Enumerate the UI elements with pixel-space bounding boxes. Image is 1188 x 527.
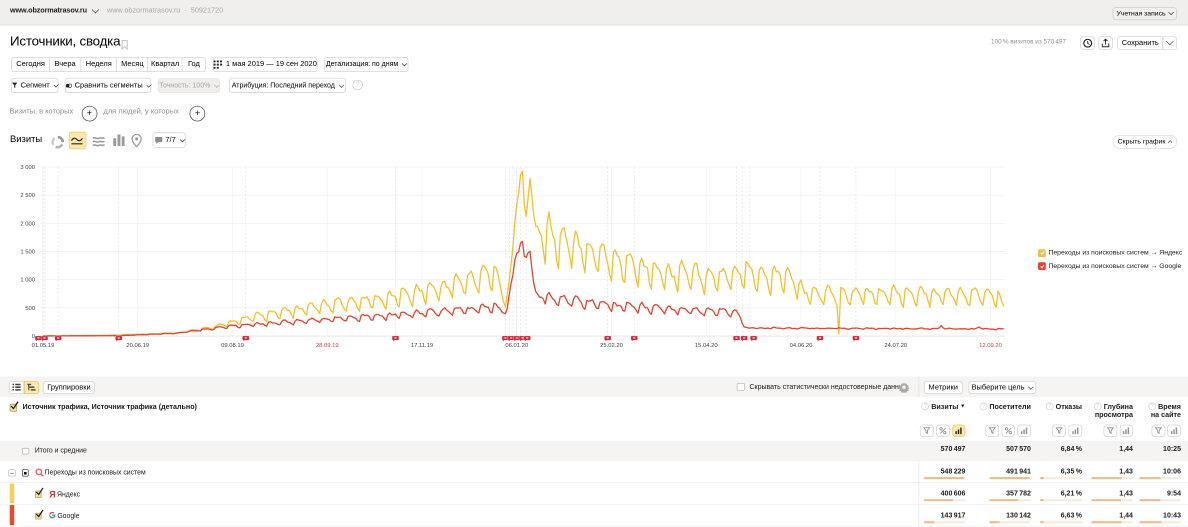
svg-text:04.06.20: 04.06.20 [790, 343, 813, 349]
svg-text:500: 500 [25, 306, 35, 312]
svg-text:0: 0 [32, 334, 36, 340]
svg-text:1 000: 1 000 [20, 278, 35, 284]
svg-text:06.01.20: 06.01.20 [505, 343, 528, 349]
svg-text:2 000: 2 000 [20, 221, 35, 227]
svg-text:2 500: 2 500 [20, 193, 35, 199]
svg-text:17.11.19: 17.11.19 [411, 343, 433, 349]
svg-text:25.02.20: 25.02.20 [600, 343, 623, 349]
svg-text:1 500: 1 500 [20, 249, 35, 255]
svg-text:28.09.19: 28.09.19 [316, 343, 339, 349]
svg-text:09.08.19: 09.08.19 [221, 343, 244, 349]
svg-text:15.04.20: 15.04.20 [695, 343, 718, 349]
svg-text:24.07.20: 24.07.20 [884, 343, 907, 349]
svg-text:20.06.19: 20.06.19 [126, 343, 149, 349]
svg-text:12.09.20: 12.09.20 [979, 343, 1002, 349]
svg-text:01.05.19: 01.05.19 [32, 343, 55, 349]
svg-text:3 000: 3 000 [20, 165, 35, 171]
